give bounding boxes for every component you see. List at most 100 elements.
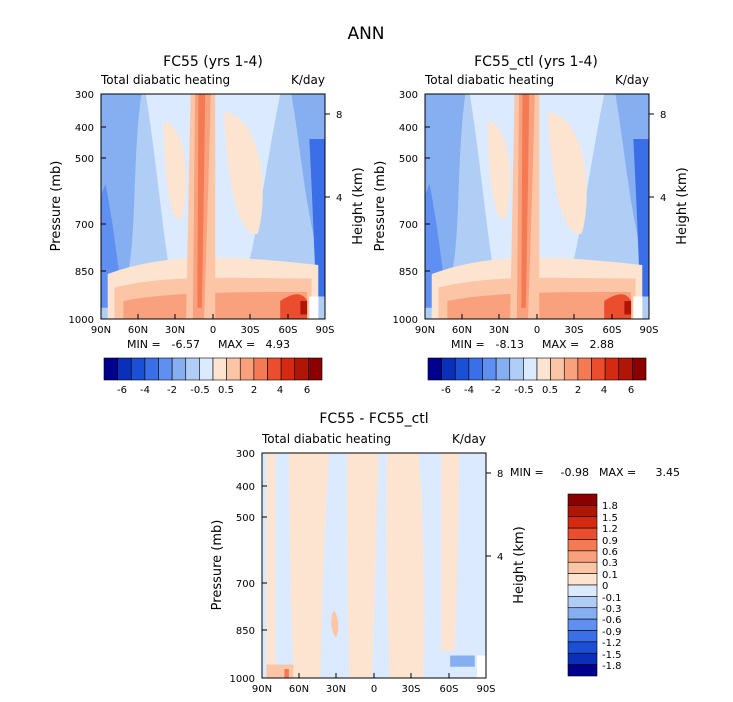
height-tick-label: 8 xyxy=(497,469,503,480)
y-tick-label: 1000 xyxy=(230,674,255,685)
y-tick-label: 850 xyxy=(75,267,94,278)
colorbar-cell xyxy=(567,641,598,654)
x-tick-label: 60N xyxy=(452,325,472,336)
colorbar-tick-label: -0.5 xyxy=(514,385,534,396)
colorbar-cell xyxy=(239,357,255,381)
colorbar-cell xyxy=(294,357,309,381)
y-tick-label: 300 xyxy=(399,90,418,101)
min-label: MIN = xyxy=(451,338,485,351)
colorbar-cell xyxy=(563,357,579,381)
y-tick-label: 700 xyxy=(236,579,255,590)
colorbar-tick-label: 4 xyxy=(601,385,607,396)
colorbar-tick-label: 0.1 xyxy=(602,570,618,581)
colorbar-cell xyxy=(567,527,598,540)
colorbar-tick-label: -0.5 xyxy=(190,385,210,396)
x-axis: 90N 60N 30N 0 30S 60S 90S xyxy=(91,314,335,336)
colorbar-cell xyxy=(567,516,598,529)
colorbar-tick-label: 1.2 xyxy=(602,524,618,535)
x-tick-label: 60S xyxy=(278,325,297,336)
y-tick-label: 850 xyxy=(399,267,418,278)
y-tick-label: 400 xyxy=(75,123,94,134)
colorbar-cell xyxy=(567,596,598,609)
panel-subtitle-left: Total diabatic heating xyxy=(100,73,230,87)
y-axis-label: Pressure (mb) xyxy=(373,161,388,252)
y-tick-label: 1000 xyxy=(69,315,94,326)
panel-subtitle-right: K/day xyxy=(452,432,486,446)
panel-subtitle-right: K/day xyxy=(291,73,325,87)
y-axis-right-label: Height (km) xyxy=(675,167,690,244)
colorbar-tick-label: -0.9 xyxy=(602,627,622,638)
colorbar-cell xyxy=(308,357,323,381)
colorbar-cell xyxy=(427,357,442,381)
y-tick-label: 500 xyxy=(399,154,418,165)
colorbar-cell xyxy=(567,561,598,574)
contour-field xyxy=(101,94,325,319)
colorbar-labels: -6 -4 -2 -0.5 0.5 2 4 6 xyxy=(441,385,634,396)
colorbar-cell xyxy=(468,357,483,381)
colorbar: -6 -4 -2 -0.5 0.5 2 4 6 xyxy=(427,357,647,396)
min-label: MIN = xyxy=(127,338,161,351)
y-tick-label: 1000 xyxy=(393,315,418,326)
colorbar-cell xyxy=(567,618,598,631)
min-label: MIN = xyxy=(510,466,544,479)
x-tick-label: 30S xyxy=(401,684,420,695)
colorbar-cell xyxy=(550,357,565,381)
y-axis-left: 300 400 500 700 850 1000 xyxy=(230,449,267,685)
colorbar-tick-label: -1.5 xyxy=(602,650,622,661)
x-tick-label: 90S xyxy=(315,325,334,336)
colorbar-cell xyxy=(567,573,598,586)
colorbar-cell xyxy=(212,357,227,381)
min-value: -6.57 xyxy=(172,338,200,351)
panel-subtitle-left: Total diabatic heating xyxy=(261,432,391,446)
colorbar-tick-label: 0.5 xyxy=(218,385,234,396)
x-tick-label: 60N xyxy=(289,684,309,695)
y-tick-label: 850 xyxy=(236,626,255,637)
colorbar: 1.8 1.5 1.2 0.9 0.6 0.3 0.1 0 -0.1 -0.3 … xyxy=(567,493,622,677)
y-axis-right-label: Height (km) xyxy=(512,526,527,603)
colorbar-cell xyxy=(199,357,214,381)
colorbar-cell xyxy=(577,357,592,381)
colorbar-cell xyxy=(509,357,524,381)
max-value: 4.93 xyxy=(266,338,291,351)
colorbar: -6 -4 -2 -0.5 0.5 2 4 6 xyxy=(103,357,323,396)
y-tick-label: 700 xyxy=(399,220,418,231)
colorbar-tick-label: 1.5 xyxy=(602,513,618,524)
colorbar-cell xyxy=(567,584,598,597)
y-tick-label: 400 xyxy=(399,123,418,134)
colorbar-tick-label: 0.3 xyxy=(602,558,618,569)
colorbar-cell xyxy=(567,493,598,506)
colorbar-cell xyxy=(482,357,497,381)
panel-title: FC55 (yrs 1-4) xyxy=(163,54,263,70)
y-tick-label: 500 xyxy=(236,513,255,524)
panel-subtitle-right: K/day xyxy=(615,73,649,87)
figure-title: ANN xyxy=(347,24,384,44)
colorbar-cell xyxy=(441,357,456,381)
min-value: -8.13 xyxy=(496,338,524,351)
colorbar-tick-label: 0 xyxy=(602,581,608,592)
x-axis: 90N 60N 30N 0 30S 60S 90S xyxy=(252,673,496,695)
y-tick-label: 700 xyxy=(75,220,94,231)
y-axis-right: 8 4 xyxy=(649,110,666,204)
y-axis-label: Pressure (mb) xyxy=(49,161,64,252)
colorbar-cell xyxy=(226,357,241,381)
x-tick-label: 0 xyxy=(210,325,216,336)
colorbar-tick-label: -1.8 xyxy=(602,661,622,672)
max-value: 2.88 xyxy=(590,338,615,351)
colorbar-tick-label: -0.1 xyxy=(602,593,622,604)
y-tick-label: 300 xyxy=(75,90,94,101)
height-tick-label: 8 xyxy=(660,110,666,121)
x-tick-label: 90N xyxy=(415,325,435,336)
y-tick-label: 500 xyxy=(75,154,94,165)
panel-fc55-ctl: FC55_ctl (yrs 1-4) Total diabatic heatin… xyxy=(373,54,690,396)
colorbar-tick-label: -4 xyxy=(140,385,150,396)
max-label: MAX = xyxy=(599,466,636,479)
colorbar-tick-label: 0.6 xyxy=(602,547,618,558)
max-value: 3.45 xyxy=(656,466,681,479)
colorbar-labels: 1.8 1.5 1.2 0.9 0.6 0.3 0.1 0 -0.1 -0.3 … xyxy=(602,501,622,672)
colorbar-cell xyxy=(618,357,633,381)
colorbar-cell xyxy=(567,630,598,643)
colorbar-cell xyxy=(567,505,598,518)
colorbar-cell xyxy=(523,357,538,381)
x-tick-label: 30S xyxy=(240,325,259,336)
min-value: -0.98 xyxy=(561,466,589,479)
